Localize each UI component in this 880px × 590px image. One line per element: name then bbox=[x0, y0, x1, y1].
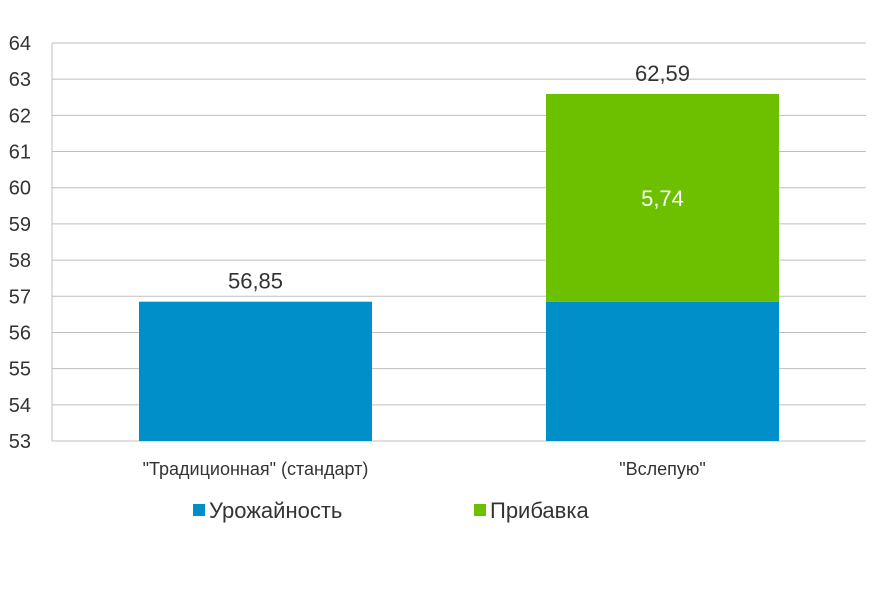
legend-label: Урожайность bbox=[209, 498, 342, 523]
y-tick-label: 53 bbox=[9, 431, 31, 453]
y-tick-label: 64 bbox=[9, 33, 31, 55]
legend-swatch bbox=[193, 504, 205, 516]
y-tick-label: 55 bbox=[9, 359, 31, 381]
y-tick-label: 58 bbox=[9, 250, 31, 272]
data-label-total: 62,59 bbox=[635, 61, 690, 86]
bar-urozhainost bbox=[546, 301, 779, 441]
y-tick-label: 60 bbox=[9, 178, 31, 200]
legend: Урожайность Прибавка bbox=[193, 498, 589, 523]
y-tick-label: 57 bbox=[9, 286, 31, 308]
y-tick-label: 56 bbox=[9, 322, 31, 344]
y-axis-ticks: 53 54 55 56 57 58 59 60 61 62 63 64 bbox=[9, 33, 31, 453]
y-tick-label: 63 bbox=[9, 69, 31, 91]
x-category-label: "Традиционная" (стандарт) bbox=[143, 459, 369, 479]
bar-urozhainost bbox=[139, 301, 372, 441]
data-label-segment: 5,74 bbox=[641, 186, 684, 211]
data-label-total: 56,85 bbox=[228, 269, 283, 294]
y-tick-label: 61 bbox=[9, 142, 31, 164]
y-tick-label: 59 bbox=[9, 214, 31, 236]
bar-pribavka bbox=[546, 94, 779, 302]
y-tick-label: 62 bbox=[9, 105, 31, 127]
bars bbox=[139, 94, 779, 441]
x-axis-labels: "Традиционная" (стандарт) "Вслепую" bbox=[143, 459, 706, 479]
legend-label: Прибавка bbox=[490, 498, 589, 523]
x-category-label: "Вслепую" bbox=[619, 459, 706, 479]
legend-swatch bbox=[474, 504, 486, 516]
data-labels: 56,85 62,59 5,74 bbox=[228, 61, 690, 294]
y-tick-label: 54 bbox=[9, 395, 31, 417]
